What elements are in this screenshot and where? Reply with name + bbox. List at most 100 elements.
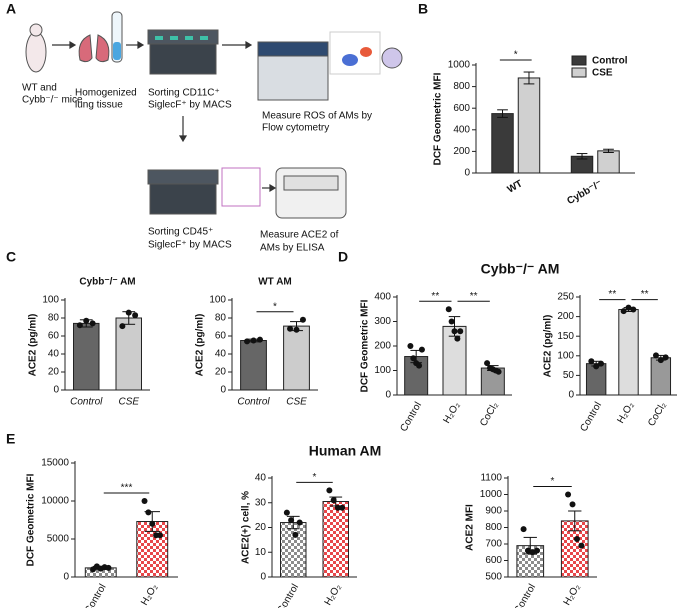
x-tick-label: Control	[70, 397, 103, 408]
y-tick-label: 60	[48, 331, 60, 342]
y-axis-label: ACE2(+) cell, %	[241, 491, 252, 564]
significance-label: *	[313, 472, 317, 483]
y-tick-label: 5000	[47, 534, 70, 545]
y-axis-label: ACE2 (pg/ml)	[28, 314, 39, 377]
data-point	[454, 335, 461, 342]
panel-title: Human AM	[309, 443, 382, 459]
chart-title: Cybb⁻/⁻ AM	[79, 277, 135, 288]
chart-title: WT AM	[258, 277, 292, 288]
data-point	[457, 328, 464, 335]
data-point	[288, 517, 295, 524]
x-tick-label: Control	[237, 397, 270, 408]
arrowhead	[69, 40, 77, 50]
data-point	[416, 362, 423, 369]
y-tick-label: 40	[215, 349, 227, 360]
elisa-slot	[283, 175, 339, 191]
step-label: AMs by ELISA	[260, 243, 325, 254]
data-point	[620, 308, 627, 315]
y-tick-label: 100	[374, 365, 391, 376]
x-tick-label: Cybb⁻/⁻	[565, 178, 604, 207]
data-point	[495, 368, 502, 375]
bar	[618, 309, 639, 396]
y-tick-label: 400	[374, 292, 391, 303]
y-tick-label: 700	[485, 539, 502, 550]
data-point	[299, 316, 306, 323]
x-tick-label: CoCl₂	[478, 400, 501, 428]
bar	[280, 522, 307, 578]
y-tick-label: 15000	[41, 458, 69, 469]
y-tick-label: 1000	[480, 489, 503, 500]
workflow-icons	[25, 11, 403, 219]
bar	[517, 77, 541, 174]
bar	[322, 501, 349, 578]
panel-label: D	[338, 249, 348, 265]
y-axis-label: DCF Geometric MFI	[433, 72, 444, 165]
data-point	[330, 497, 337, 504]
cell-icon	[381, 47, 403, 69]
data-point	[410, 355, 417, 362]
y-tick-label: 0	[260, 572, 266, 583]
y-tick-label: 1000	[448, 60, 471, 71]
tube-liquid	[113, 42, 121, 60]
y-axis-label: ACE2 (pg/ml)	[543, 315, 554, 378]
y-tick-label: 60	[215, 331, 227, 342]
significance-label: **	[608, 289, 616, 300]
y-tick-label: 250	[557, 292, 574, 303]
lung-icon	[78, 34, 110, 63]
data-point	[418, 346, 425, 353]
macs-dot	[155, 36, 163, 40]
y-tick-label: 200	[453, 146, 470, 157]
y-tick-label: 150	[557, 331, 574, 342]
y-tick-label: 40	[255, 473, 267, 484]
flow-blob	[360, 47, 372, 57]
bar	[597, 150, 620, 174]
significance-label: **	[641, 289, 649, 300]
macs-dot	[170, 36, 178, 40]
y-tick-label: 20	[255, 522, 267, 533]
y-tick-label: 800	[453, 81, 470, 92]
significance-label: *	[514, 50, 518, 61]
cytometer-top	[257, 41, 329, 57]
y-tick-label: 0	[385, 390, 391, 401]
x-tick-label: Control	[83, 582, 109, 608]
data-point	[630, 306, 637, 313]
macs-rack	[147, 169, 219, 185]
data-point	[573, 536, 580, 543]
data-point	[598, 360, 605, 367]
significance-label: *	[551, 476, 555, 487]
mouse-head	[29, 23, 43, 37]
data-point	[625, 304, 632, 311]
bar	[491, 113, 514, 174]
data-point	[451, 328, 458, 335]
data-point	[326, 487, 333, 494]
y-tick-label: 500	[485, 572, 502, 583]
y-axis-label: DCF Geometric MFI	[26, 473, 37, 566]
y-tick-label: 80	[215, 313, 227, 324]
data-point	[141, 498, 148, 504]
x-tick-label: H₂O₂	[323, 582, 344, 607]
x-tick-label: H₂O₂	[139, 582, 160, 607]
panel-label: C	[6, 249, 16, 265]
x-tick-label: Control	[398, 400, 424, 433]
y-tick-label: 0	[220, 385, 226, 396]
x-tick-label: H₂O₂	[615, 400, 636, 425]
y-tick-label: 900	[485, 506, 502, 517]
y-axis-label: DCF Geometric MFI	[360, 299, 371, 392]
y-tick-label: 10000	[41, 496, 69, 507]
workflow-arrows	[52, 40, 277, 193]
data-point	[250, 337, 257, 344]
y-tick-label: 0	[568, 390, 574, 401]
data-point	[283, 509, 290, 516]
legend-label: CSE	[592, 68, 613, 79]
x-tick-label: CSE	[286, 397, 307, 408]
legend-swatch	[571, 55, 587, 66]
x-tick-label: CSE	[118, 397, 139, 408]
y-tick-label: 1100	[480, 473, 502, 484]
data-point	[578, 542, 585, 549]
macs-dot	[185, 36, 193, 40]
y-tick-label: 800	[485, 522, 502, 533]
significance-label: **	[470, 291, 478, 302]
y-tick-label: 30	[255, 497, 267, 508]
data-point	[105, 564, 112, 571]
arrowhead	[178, 135, 188, 143]
